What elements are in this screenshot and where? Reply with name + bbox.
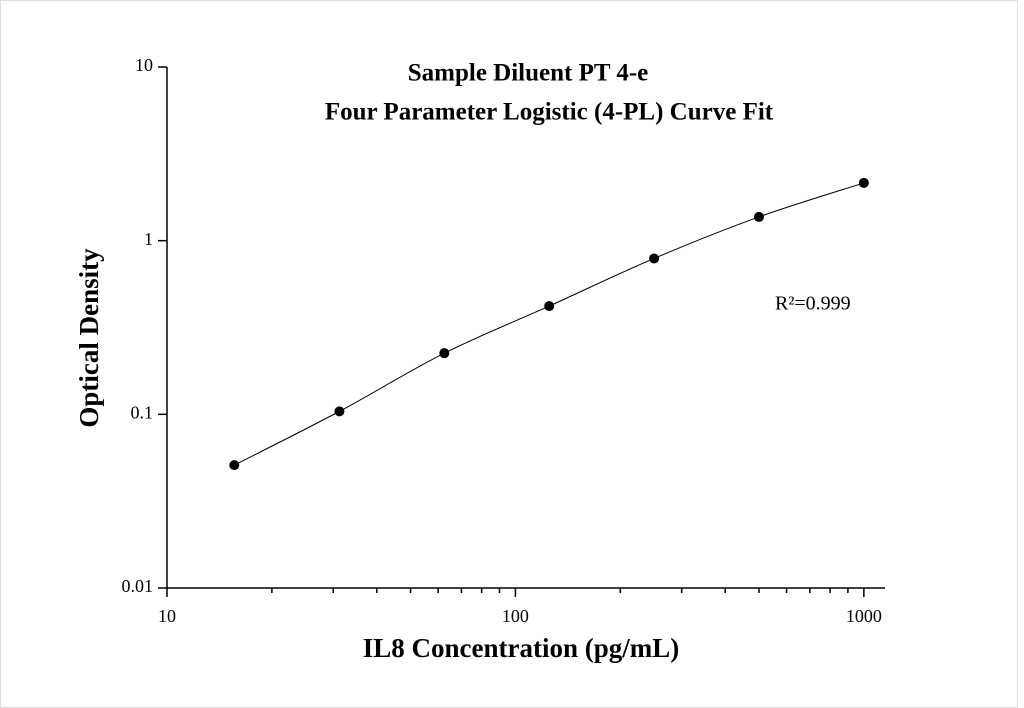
y-tick-label: 10 <box>135 55 153 75</box>
y-tick-label: 0.1 <box>131 402 154 422</box>
data-point <box>439 348 450 359</box>
data-point <box>753 211 764 222</box>
data-point <box>229 460 240 471</box>
data-point <box>858 177 869 188</box>
chart-title: Sample Diluent PT 4-e <box>408 60 649 87</box>
x-tick-label: 100 <box>502 606 529 626</box>
annotation: R²=0.999 <box>775 293 851 315</box>
data-point <box>334 406 345 417</box>
data-point <box>544 301 555 312</box>
data-point <box>649 253 660 264</box>
x-tick-label: 10 <box>158 606 176 626</box>
y-tick-label: 1 <box>144 229 153 249</box>
x-tick-label: 1000 <box>846 606 882 626</box>
x-axis-title: IL8 Concentration (pg/mL) <box>363 633 680 663</box>
chart-title: Four Parameter Logistic (4-PL) Curve Fit <box>325 99 774 126</box>
y-axis-title: Optical Density <box>74 248 104 428</box>
y-tick-label: 0.01 <box>122 576 154 596</box>
